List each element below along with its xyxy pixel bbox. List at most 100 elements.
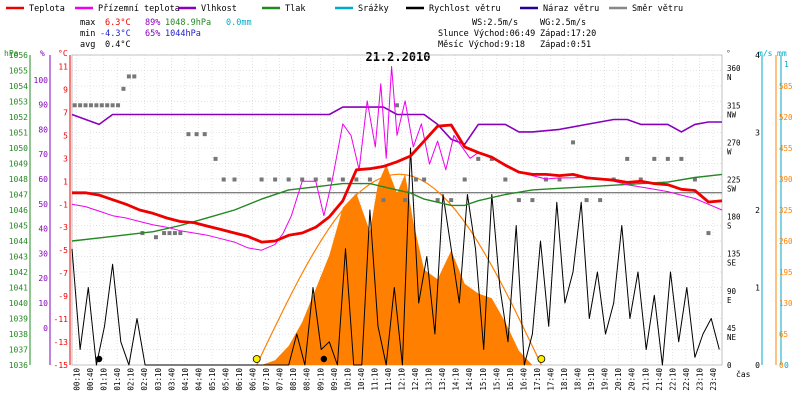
wind-direction-point — [186, 132, 191, 137]
x-tick-label: 01:10 — [100, 368, 109, 391]
info-moon: Měsíc Východ:9:18 — [438, 40, 525, 50]
y-tick-hpa: 1043 — [9, 253, 28, 262]
wind-direction-point — [706, 231, 711, 236]
x-tick-label: 06:40 — [249, 368, 258, 391]
wind-direction-point — [178, 231, 183, 236]
y-tick-ms: 4 — [755, 51, 760, 60]
stats-min-label: min — [80, 29, 95, 39]
wind-direction-point — [692, 177, 697, 182]
wind-speed-line — [71, 147, 720, 366]
x-tick-label: 12:10 — [398, 368, 407, 391]
x-tick-label: 23:10 — [695, 368, 704, 391]
legend-label: Teplota — [29, 4, 65, 14]
wind-direction-point — [162, 231, 167, 236]
y-tick-hpa: 1054 — [9, 82, 28, 91]
wind-direction-point — [638, 177, 643, 182]
y-tick-dir: 360 — [727, 64, 741, 73]
unit-pct: % — [40, 49, 45, 58]
x-tick-label: 06:10 — [235, 368, 244, 391]
x-tick-label: 11:10 — [370, 368, 379, 391]
wind-direction-point — [530, 198, 535, 203]
chart-title: 21.2.2010 — [365, 50, 430, 64]
info-sun: Slunce Východ:06:49 — [438, 29, 535, 39]
y-tick-dir: 315 — [727, 101, 741, 110]
y-tick-pct: 80 — [38, 125, 48, 134]
y-tick-temp: -11 — [54, 315, 69, 324]
y-tick-hpa: 1036 — [9, 361, 28, 370]
y-tick-ms: 2 — [755, 206, 760, 215]
y-tick-solar: 585 — [779, 82, 793, 91]
wind-direction-point — [300, 177, 305, 182]
moonset-marker — [95, 355, 103, 363]
y-tick-temp: 9 — [63, 85, 68, 94]
wind-direction-point — [126, 74, 131, 79]
y-tick-dir: 180 — [727, 213, 741, 222]
y-tick-dir-name: SE — [727, 259, 737, 268]
x-tick-label: 16:10 — [506, 368, 515, 391]
y-tick-dir: 90 — [727, 287, 737, 296]
legend-label: Srážky — [358, 4, 389, 14]
y-tick-temp: -15 — [54, 361, 69, 370]
wind-direction-point — [557, 177, 562, 182]
y-tick-hpa: 1053 — [9, 98, 28, 107]
legend-label: Směr větru — [632, 4, 683, 14]
x-tick-label: 01:40 — [113, 368, 122, 391]
wind-direction-point — [259, 177, 264, 182]
wind-direction-point — [503, 177, 508, 182]
y-tick-dir-name: S — [727, 222, 732, 231]
wind-direction-point — [273, 177, 278, 182]
wind-direction-point — [598, 198, 603, 203]
y-tick-hpa: 1051 — [9, 129, 28, 138]
y-tick-temp: -1 — [58, 200, 68, 209]
wind-direction-point — [88, 103, 93, 108]
y-tick-hpa: 1039 — [9, 315, 28, 324]
wind-direction-point — [116, 103, 121, 108]
moonrise-marker — [320, 355, 328, 363]
unit-degc: °C — [58, 49, 68, 58]
y-tick-solar: 390 — [779, 175, 793, 184]
wind-direction-point — [153, 235, 158, 240]
y-tick-pct: 20 — [38, 274, 48, 283]
y-tick-hpa: 1045 — [9, 222, 28, 231]
unit-labels: hPa % °C ° m/s mm čas — [4, 49, 787, 379]
x-tick-label: 07:40 — [276, 368, 285, 391]
x-tick-label: 02:40 — [140, 368, 149, 391]
y-tick-temp: -13 — [54, 338, 69, 347]
x-tick-label: 12:40 — [411, 368, 420, 391]
y-tick-pct: 0 — [43, 324, 48, 333]
legend-label: Rychlost větru — [429, 4, 501, 14]
wind-direction-point — [340, 177, 345, 182]
x-tick-label: 19:10 — [587, 368, 596, 391]
unit-mm: mm — [777, 49, 787, 58]
x-tick-label: 19:40 — [601, 368, 610, 391]
wind-direction-point — [121, 86, 126, 91]
stats-min-hum: 65% — [145, 29, 160, 39]
sunrise-marker — [252, 355, 261, 363]
x-tick-label: 17:40 — [546, 368, 555, 391]
wind-direction-point — [571, 140, 576, 145]
info-panel: WS:2.5m/s WG:2.5m/s Slunce Východ:06:49 … — [438, 18, 596, 50]
x-tick-label: 10:10 — [343, 368, 352, 391]
stats-max-temp: 6.3°C — [105, 18, 131, 28]
x-tick-label: 08:40 — [303, 368, 312, 391]
wind-direction-point — [462, 177, 467, 182]
wind-direction-point — [172, 231, 177, 236]
stats-max-press: 1048.9hPa — [165, 18, 211, 28]
stats-max-label: max — [80, 18, 95, 28]
x-tick-label: 13:10 — [425, 368, 434, 391]
unit-ms: m/s — [758, 49, 773, 58]
stats-avg-temp: 0.4°C — [105, 40, 131, 50]
x-tick-label: 21:10 — [641, 368, 650, 391]
y-tick-dir: 45 — [727, 324, 736, 333]
wind-direction-point — [232, 177, 237, 182]
wind-direction-point — [213, 156, 218, 161]
wind-direction-point — [94, 103, 99, 108]
y-tick-temp: 5 — [63, 131, 68, 140]
y-tick-dir-name: W — [727, 147, 732, 156]
wind-direction-point — [313, 177, 318, 182]
x-tick-label: 10:40 — [357, 368, 366, 391]
y-tick-solar: 130 — [779, 299, 793, 308]
y-tick-pct: 30 — [38, 249, 48, 258]
x-tick-label: 03:10 — [154, 368, 163, 391]
wind-direction-point — [489, 156, 494, 161]
